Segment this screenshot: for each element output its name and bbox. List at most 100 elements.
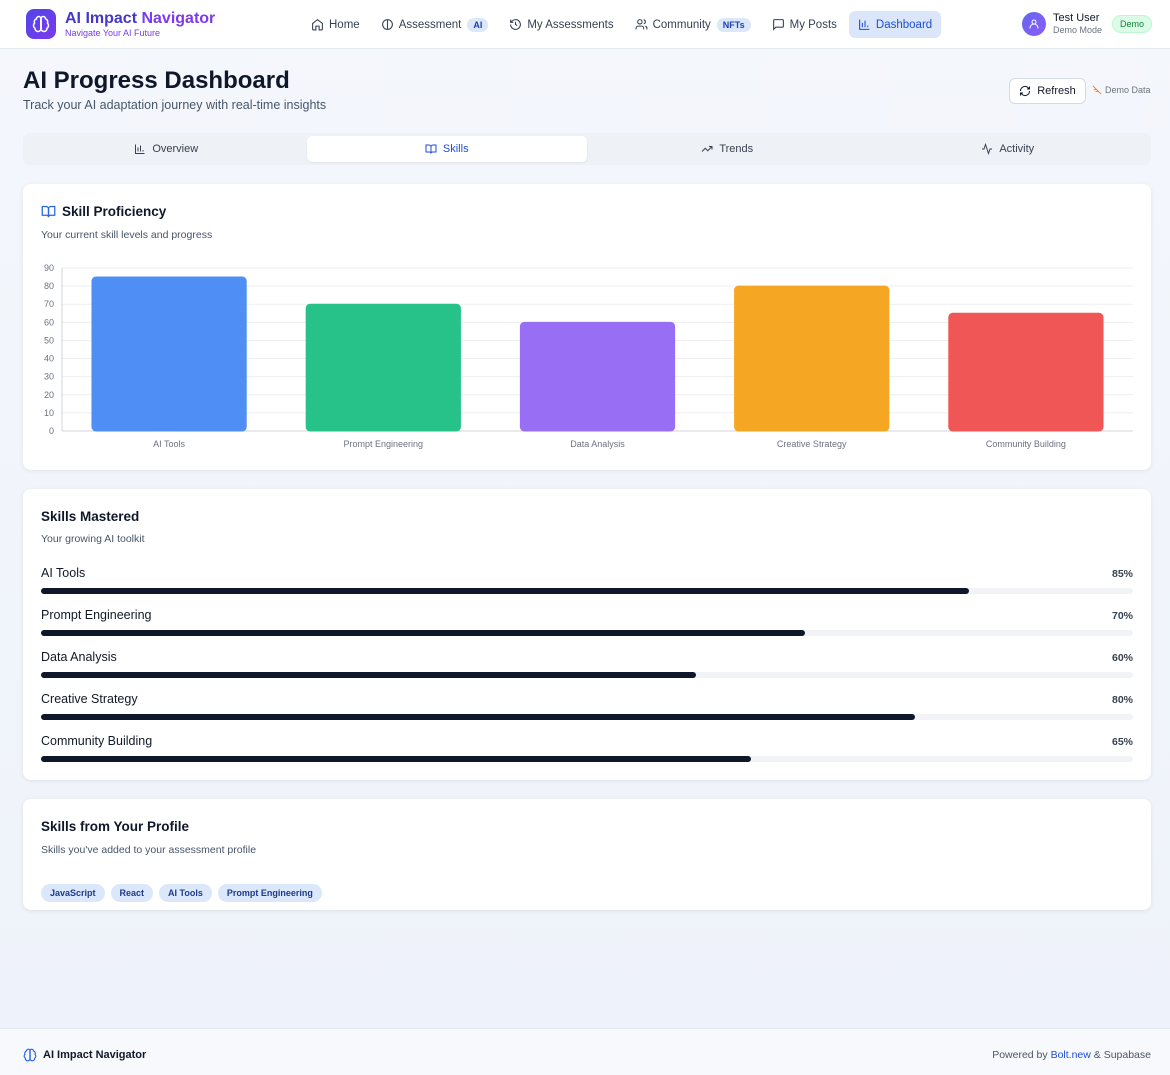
skill-tag: React [110, 884, 154, 902]
skill-progress-fill [41, 756, 751, 762]
refresh-button[interactable]: Refresh [1009, 78, 1086, 104]
book-open-icon [41, 205, 56, 218]
top-navigation-bar: AI Impact Navigator Navigate Your AI Fut… [0, 0, 1170, 49]
skills-mastered-subtitle: Your growing AI toolkit [41, 533, 145, 545]
nav-my-assessments[interactable]: My Assessments [500, 11, 622, 38]
skill-progress-track [41, 714, 1133, 720]
nav-label: My Assessments [527, 18, 614, 31]
skill-percent: 60% [1111, 652, 1133, 664]
ai-badge: AI [467, 17, 489, 32]
profile-skills-card: Skills from Your Profile Skills you've a… [23, 799, 1151, 910]
avatar [1022, 12, 1046, 36]
skill-proficiency-title: Skill Proficiency [41, 204, 166, 219]
app-title: AI Impact Navigator [65, 10, 216, 27]
nav-label: Assessment [398, 18, 462, 31]
demo-data-label: Demo Data [1105, 85, 1151, 95]
chart-y-tick-label: 40 [44, 354, 54, 364]
bar-chart-icon [135, 144, 145, 154]
nav-assessment[interactable]: Assessment AI [372, 11, 498, 38]
skill-progress-fill [41, 588, 970, 594]
skill-progress-fill [41, 630, 806, 636]
skill-percent: 80% [1111, 694, 1133, 706]
skill-percent: 85% [1111, 568, 1133, 580]
skill-tag: AI Tools [159, 884, 212, 902]
tab-trends[interactable]: Trends [587, 136, 868, 162]
nav-home[interactable]: Home [302, 11, 369, 38]
profile-skills-subtitle: Skills you've added to your assessment p… [41, 844, 257, 856]
user-mode: Demo Mode [1053, 25, 1103, 35]
book-open-icon [425, 144, 437, 154]
chart-y-tick-label: 80 [44, 281, 54, 291]
page-title: AI Progress Dashboard [23, 67, 290, 94]
skill-proficiency-chart: 0 10 20 30 40 50 60 70 80 90 AI Tools Prompt Engine… [44, 263, 1133, 449]
skill-percent: 70% [1111, 610, 1133, 622]
tab-label: Activity [999, 143, 1035, 155]
skill-tag: Prompt Engineering [217, 884, 322, 902]
chart-bar [734, 285, 890, 432]
trending-up-icon [701, 146, 713, 152]
refresh-icon [1020, 85, 1031, 97]
chart-y-tick-label: 30 [44, 372, 54, 382]
brain-icon [23, 1048, 37, 1062]
skill-name: Data Analysis [41, 650, 117, 664]
footer-powered-by: Powered by Bolt.new & Supabase [992, 1049, 1151, 1061]
nfts-badge: NFTs [716, 17, 751, 32]
refresh-label: Refresh [1037, 85, 1076, 97]
history-icon [510, 19, 522, 30]
user-menu[interactable]: Test User Demo Mode Demo [1022, 12, 1153, 36]
nav-community[interactable]: Community NFTs [626, 11, 760, 38]
skill-progress-fill [41, 672, 697, 678]
message-icon [772, 19, 784, 31]
nav-dashboard[interactable]: Dashboard [848, 11, 942, 38]
chart-y-tick-label: 70 [44, 299, 54, 309]
chart-x-tick-label: Community Building [986, 439, 1066, 449]
skill-percent: 65% [1111, 736, 1133, 748]
nav-label: Dashboard [875, 18, 933, 31]
skills-mastered-card: Skills Mastered Your growing AI toolkit … [23, 489, 1151, 780]
nav-label: Home [329, 18, 360, 31]
dashboard-tabs: Overview Skills Trends Activity [23, 133, 1151, 165]
skill-name: AI Tools [41, 566, 86, 580]
chart-bar [519, 321, 676, 432]
skill-tag: JavaScript [41, 884, 105, 902]
tab-activity[interactable]: Activity [868, 136, 1149, 162]
nav-label: My Posts [789, 18, 837, 31]
main-nav: Home Assessment AI My Assessments Commun… [302, 11, 944, 38]
chart-y-tick-label: 0 [49, 426, 54, 436]
chart-x-tick-label: Prompt Engineering [344, 439, 424, 449]
footer-brand: AI Impact Navigator [23, 1048, 146, 1062]
skill-progress-track [41, 630, 1133, 636]
chart-y-tick-label: 60 [44, 317, 54, 327]
skill-progress-track [41, 672, 1133, 678]
chart-y-tick-label: 20 [44, 390, 54, 400]
bolt-link[interactable]: Bolt.new [1050, 1049, 1091, 1061]
profile-skill-tags: JavaScript React AI Tools Prompt Enginee… [41, 884, 328, 902]
brain-icon [381, 19, 393, 30]
demo-badge: Demo [1112, 15, 1153, 33]
skill-progress-track [41, 588, 1133, 594]
chart-bar [91, 276, 247, 432]
bar-chart-icon [858, 19, 870, 30]
tab-skills[interactable]: Skills [306, 136, 587, 162]
home-icon [312, 18, 323, 31]
chart-x-tick-label: AI Tools [153, 439, 185, 449]
skill-name: Community Building [41, 734, 153, 748]
app-tagline: Navigate Your AI Future [65, 28, 161, 38]
user-name: Test User [1053, 12, 1100, 24]
skill-proficiency-card: Skill Proficiency Your current skill lev… [23, 184, 1151, 470]
demo-data-indicator: Demo Data [1092, 85, 1151, 95]
wifi-off-icon [1092, 85, 1102, 95]
skill-name: Prompt Engineering [41, 608, 152, 622]
footer: AI Impact Navigator Powered by Bolt.new … [0, 1028, 1170, 1075]
skill-progress-track [41, 756, 1133, 762]
nav-my-posts[interactable]: My Posts [763, 11, 846, 38]
tab-overview[interactable]: Overview [26, 136, 307, 162]
tab-label: Skills [442, 143, 469, 155]
skill-name: Creative Strategy [41, 692, 138, 706]
chart-x-tick-label: Creative Strategy [777, 439, 847, 449]
chart-y-tick-label: 50 [44, 335, 54, 345]
profile-skills-title: Skills from Your Profile [41, 819, 190, 834]
chart-x-tick-label: Data Analysis [570, 439, 625, 449]
tab-label: Trends [719, 143, 754, 155]
brand[interactable]: AI Impact Navigator Navigate Your AI Fut… [26, 9, 215, 39]
